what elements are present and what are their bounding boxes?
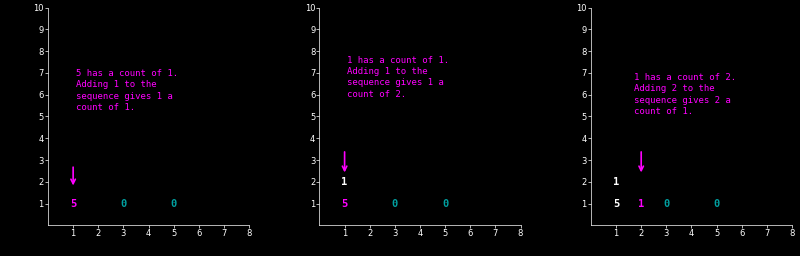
Text: 1 has a count of 2.
Adding 2 to the
sequence gives 2 a
count of 1.: 1 has a count of 2. Adding 2 to the sequ… <box>634 73 736 116</box>
Text: 0: 0 <box>170 198 177 209</box>
Text: 0: 0 <box>120 198 126 209</box>
Text: 1: 1 <box>342 177 348 187</box>
Text: 1: 1 <box>613 177 619 187</box>
Text: 1: 1 <box>638 198 644 209</box>
Text: 5: 5 <box>613 198 619 209</box>
Text: 0: 0 <box>442 198 448 209</box>
Text: 5 has a count of 1.
Adding 1 to the
sequence gives 1 a
count of 1.: 5 has a count of 1. Adding 1 to the sequ… <box>76 69 178 112</box>
Text: 5: 5 <box>70 198 76 209</box>
Text: 0: 0 <box>714 198 720 209</box>
Text: 5: 5 <box>342 198 348 209</box>
Text: 0: 0 <box>392 198 398 209</box>
Text: 0: 0 <box>663 198 670 209</box>
Text: 1 has a count of 1.
Adding 1 to the
sequence gives 1 a
count of 2.: 1 has a count of 1. Adding 1 to the sequ… <box>347 56 450 99</box>
